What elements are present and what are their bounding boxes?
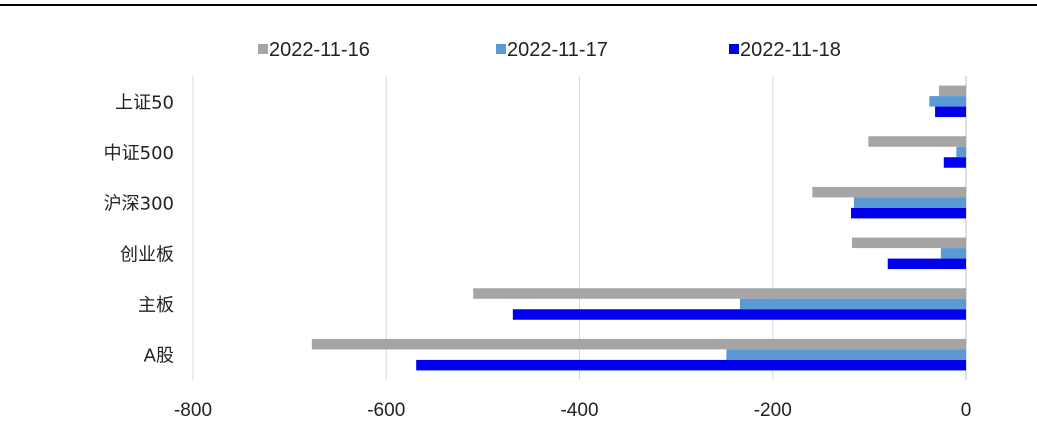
bar-2022-11-18-上证50 <box>935 106 966 118</box>
bar-2022-11-17-创业板 <box>940 248 966 259</box>
x-tick-label: -600 <box>367 400 405 421</box>
bar-2022-11-16-创业板 <box>851 237 966 249</box>
bar-2022-11-16-上证50 <box>938 85 966 97</box>
bar-2022-11-16-中证500 <box>868 136 966 147</box>
bar-2022-11-18-创业板 <box>887 258 966 270</box>
category-label: 沪深300 <box>104 194 174 215</box>
bar-2022-11-17-上证50 <box>929 96 966 107</box>
bar-2022-11-18-中证500 <box>943 157 966 168</box>
bar-2022-11-17-A股 <box>726 349 966 360</box>
x-tick-label: -400 <box>560 400 598 421</box>
legend-swatch <box>729 44 739 54</box>
bar-2022-11-16-主板 <box>473 288 966 299</box>
bar-2022-11-18-沪深300 <box>851 207 966 219</box>
category-label: 中证500 <box>104 143 174 164</box>
x-tick-label: -800 <box>174 400 212 421</box>
gridlines <box>192 76 967 380</box>
legend-label: 2022-11-17 <box>507 39 608 61</box>
x-tick-labels: -800 -600 -400 -200 0 <box>174 400 971 421</box>
bar-2022-11-16-A股 <box>311 338 966 350</box>
bars <box>311 85 966 371</box>
legend-label: 2022-11-16 <box>269 39 370 61</box>
legend-label: 2022-11-18 <box>740 39 841 61</box>
legend-swatch <box>496 44 506 54</box>
legend: 2022-11-16 2022-11-17 2022-11-18 <box>258 39 841 61</box>
bar-2022-11-17-中证500 <box>956 146 966 158</box>
x-tick-label: -200 <box>754 400 792 421</box>
bar-2022-11-18-A股 <box>416 359 966 371</box>
category-label: A股 <box>144 346 174 367</box>
x-tick-label: 0 <box>961 400 972 421</box>
category-label: 创业板 <box>120 244 174 265</box>
bar-2022-11-18-主板 <box>512 309 966 320</box>
category-label: 主板 <box>138 295 174 316</box>
category-label: 上证50 <box>115 92 174 113</box>
bar-2022-11-16-沪深300 <box>812 186 966 198</box>
bar-2022-11-17-沪深300 <box>853 197 966 208</box>
legend-swatch <box>258 44 268 54</box>
bar-2022-11-17-主板 <box>739 298 966 310</box>
